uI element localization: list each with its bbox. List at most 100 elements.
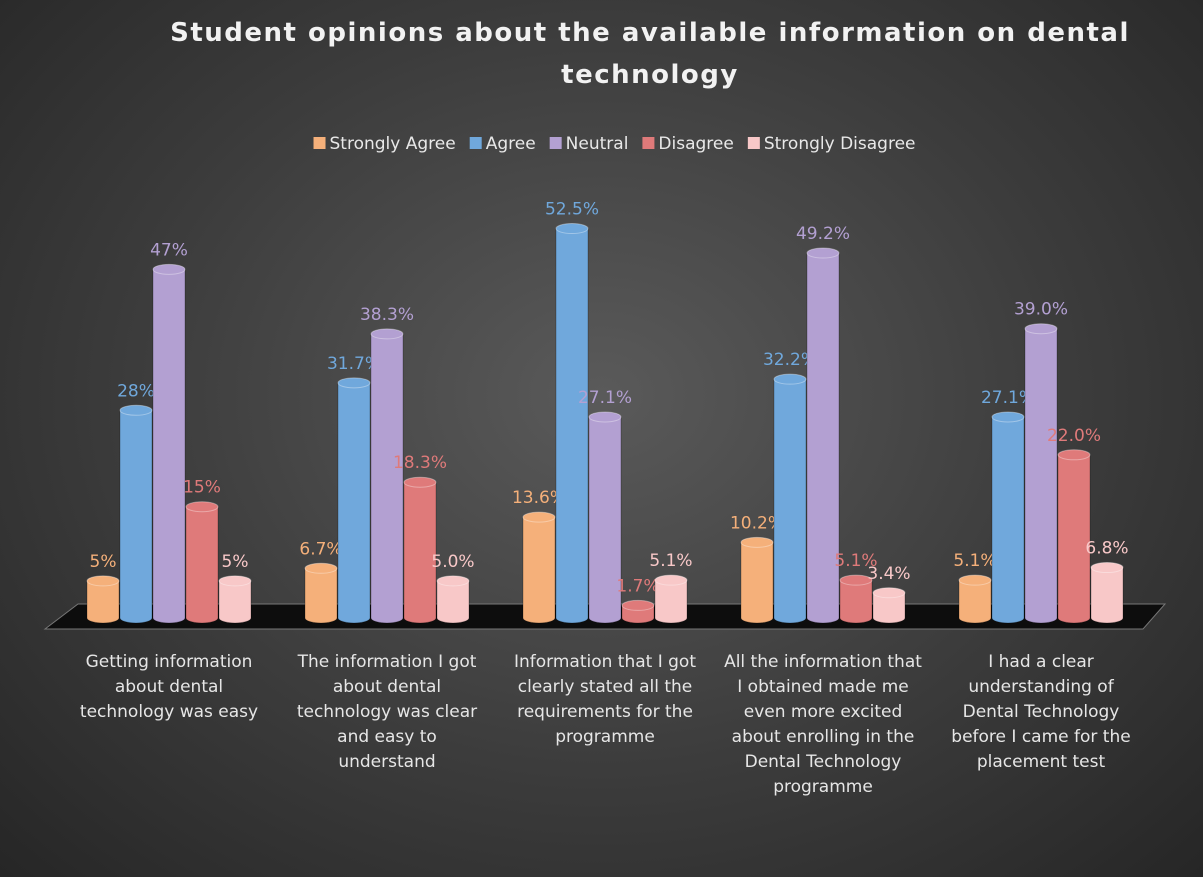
legend-label: Strongly Agree <box>330 134 456 154</box>
bar-body <box>185 506 219 624</box>
bar-body <box>337 382 371 624</box>
data-label: 5.1% <box>953 551 996 571</box>
data-label: 3.4% <box>867 564 910 584</box>
bar-top <box>304 562 338 574</box>
data-label: 5.1% <box>834 551 877 571</box>
bar <box>806 247 840 624</box>
bar-body <box>806 252 840 624</box>
data-label: 15% <box>183 478 221 498</box>
legend-label: Neutral <box>566 134 629 154</box>
bar <box>218 575 252 624</box>
bar-body <box>654 579 688 624</box>
legend-swatch <box>313 137 326 149</box>
data-label: 6.8% <box>1085 539 1128 559</box>
legend-label: Disagree <box>658 134 733 154</box>
data-label: 10.2% <box>730 513 784 533</box>
bar-body <box>304 567 338 624</box>
bar-body <box>839 579 873 624</box>
data-label: 5% <box>90 552 117 572</box>
bar-body <box>1057 454 1091 624</box>
data-label: 49.2% <box>796 224 850 244</box>
bar-top <box>958 574 992 586</box>
data-label: 5.1% <box>649 551 692 571</box>
bar-body <box>991 416 1025 624</box>
bar <box>185 501 219 624</box>
data-label: 13.6% <box>512 488 566 508</box>
bar-top <box>773 373 807 385</box>
bar-body <box>370 333 404 624</box>
bar-top <box>654 574 688 586</box>
data-label: 39.0% <box>1014 300 1068 320</box>
bar-top <box>806 247 840 259</box>
bar <box>991 411 1025 624</box>
bar <box>86 575 120 624</box>
bar-body <box>740 541 774 624</box>
data-label: 5.0% <box>431 552 474 572</box>
bar <box>839 574 873 624</box>
bar-body <box>522 516 556 624</box>
legend-swatch <box>747 137 760 149</box>
bar-top <box>621 599 655 611</box>
bar <box>740 536 774 624</box>
bar-body <box>872 592 906 624</box>
bar <box>403 476 437 624</box>
bar-top <box>436 575 470 587</box>
bar-top <box>740 536 774 548</box>
bar-top <box>119 404 153 416</box>
legend-swatch <box>549 137 562 149</box>
bar-top <box>218 575 252 587</box>
bar-body <box>403 481 437 624</box>
bar-body <box>1090 567 1124 624</box>
legend-swatch <box>642 137 655 149</box>
bar-top <box>370 328 404 340</box>
bar <box>152 263 186 624</box>
bar <box>304 562 338 624</box>
bar-top <box>588 411 622 423</box>
bar <box>555 223 589 624</box>
data-label: 6.7% <box>299 539 342 559</box>
bar-body <box>621 604 655 624</box>
chart-title: Student opinions about the available inf… <box>170 18 1130 90</box>
bar-body <box>555 228 589 624</box>
x-tick-label: All the information that I obtained made… <box>724 652 922 797</box>
bar <box>872 587 906 624</box>
data-label: 22.0% <box>1047 426 1101 446</box>
x-tick-label: I had a clear understanding of Dental Te… <box>951 652 1131 772</box>
bar <box>337 377 371 624</box>
x-tick-label: The information I got about dental techn… <box>296 652 478 772</box>
data-label: 18.3% <box>393 453 447 473</box>
legend-swatch <box>469 137 482 149</box>
bar <box>1090 562 1124 624</box>
data-label: 31.7% <box>327 354 381 374</box>
data-label: 32.2% <box>763 350 817 370</box>
bar-top <box>1024 323 1058 335</box>
bar <box>654 574 688 624</box>
bar <box>522 511 556 624</box>
bar <box>588 411 622 624</box>
data-label: 28% <box>117 381 155 401</box>
legend-label: Agree <box>486 134 536 154</box>
bar-top <box>839 574 873 586</box>
bar-top <box>403 476 437 488</box>
data-label: 27.1% <box>981 388 1035 408</box>
bar <box>773 373 807 624</box>
bar-top <box>86 575 120 587</box>
bar-body <box>773 378 807 624</box>
bar-body <box>588 416 622 624</box>
bar-body <box>218 580 252 624</box>
bar <box>119 404 153 624</box>
bar-body <box>119 409 153 624</box>
bar <box>958 574 992 624</box>
bar-body <box>1024 328 1058 624</box>
bar-body <box>86 580 120 624</box>
bar-top <box>152 263 186 275</box>
data-label: 5% <box>222 552 249 572</box>
bar-body <box>958 579 992 624</box>
bar <box>1057 449 1091 624</box>
bar-body <box>436 580 470 624</box>
data-label: 52.5% <box>545 200 599 220</box>
legend-label: Strongly Disagree <box>764 134 916 154</box>
data-label: 47% <box>150 240 188 260</box>
